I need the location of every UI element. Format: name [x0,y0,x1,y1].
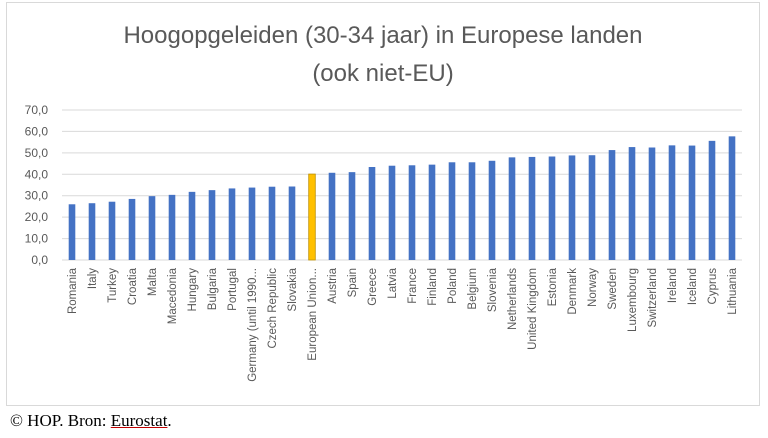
bar-cyprus [708,140,716,260]
x-tick-label: Denmark [567,268,579,315]
bar-poland [448,162,456,260]
bar-sweden [608,150,616,260]
bar-germany-until-1990 [248,187,256,260]
bar-estonia [548,156,556,260]
x-tick-label: Germany (until 1990... [247,268,259,382]
bar-denmark [568,155,576,260]
y-tick-label: 10,0 [25,232,49,246]
x-tick-label: Iceland [687,268,699,305]
bar-spain [348,172,356,260]
x-tick-label: Portugal [227,268,239,311]
bar-chart: 0,0 10,0 20,0 30,0 40,0 50,0 60,0 70,0 Romania It… [25,103,742,382]
bar-lithuania [728,136,736,260]
copyright-text: © HOP. Bron: [10,411,111,430]
x-tick-label: Lithuania [727,267,739,314]
y-tick-label: 60,0 [25,124,49,138]
x-tick-label: Estonia [547,267,559,306]
x-tick-label: Romania [67,267,79,314]
y-tick-label: 20,0 [25,210,49,224]
bar-latvia [388,165,396,260]
chart-subtitle: (ook niet-EU) [312,60,454,87]
chart-title: Hoogopgeleiden (30-34 jaar) in Europese … [123,22,643,49]
bar-france [408,165,416,260]
x-tick-label: Austria [327,267,339,303]
bar-croatia [128,198,136,260]
bar-austria [328,172,336,260]
bar-united-kingdom [528,156,536,260]
x-tick-label: Czech Republic [267,268,279,349]
x-tick-label: Luxembourg [627,268,639,332]
bar-bulgaria [208,190,216,260]
bar-turkey [108,201,116,260]
bar-luxembourg [628,147,636,260]
source-footer: © HOP. Bron: Eurostat. [10,411,172,431]
x-tick-label: European Union... [307,268,319,361]
x-tick-label: United Kingdom [527,268,539,350]
x-tick-label: Macedonia [167,267,179,324]
bar-macedonia [168,194,176,260]
bar-norway [588,155,596,260]
x-tick-label: Italy [87,268,99,289]
x-tick-label: Sweden [607,268,619,310]
y-tick-label: 0,0 [31,253,48,267]
y-tick-label: 50,0 [25,146,49,160]
x-tick-label: Norway [587,268,599,307]
x-tick-label: Spain [347,268,359,297]
bar-slovakia [288,186,296,260]
x-tick-label: Switzerland [647,268,659,327]
x-tick-label: Latvia [387,267,399,298]
bar-italy [88,203,96,260]
x-tick-label: Ireland [667,268,679,303]
bar-netherlands [508,157,516,260]
y-tick-label: 40,0 [25,167,49,181]
x-tick-label: Hungary [187,268,199,312]
x-tick-label: Slovakia [287,267,299,311]
bar-slovenia [488,160,496,260]
x-tick-label: Netherlands [507,268,519,330]
x-tick-label: Slovenia [487,267,499,312]
bar-greece [368,167,376,260]
x-tick-label: France [407,268,419,304]
bar-european-union [308,173,316,261]
y-tick-label: 30,0 [25,189,49,203]
bar-romania [68,204,76,260]
x-tick-label: Bulgaria [207,267,219,310]
footer-period: . [167,411,172,430]
x-tick-label: Poland [447,268,459,304]
x-tick-label: Greece [367,268,379,306]
bar-hungary [188,191,196,260]
x-tick-label: Turkey [107,268,119,303]
x-tick-label: Finland [427,268,439,306]
bar-malta [148,196,156,260]
bar-czech-republic [268,186,276,260]
x-tick-label: Malta [147,267,159,296]
x-tick-label: Croatia [127,267,139,305]
source-link[interactable]: Eurostat [110,411,168,430]
bar-belgium [468,162,476,260]
bar-ireland [668,145,676,260]
y-tick-label: 70,0 [25,103,49,117]
bar-iceland [688,145,696,260]
bar-portugal [228,188,236,260]
bar-switzerland [648,147,656,260]
x-tick-label: Belgium [467,268,479,310]
bar-finland [428,164,436,260]
x-tick-label: Cyprus [707,268,719,305]
